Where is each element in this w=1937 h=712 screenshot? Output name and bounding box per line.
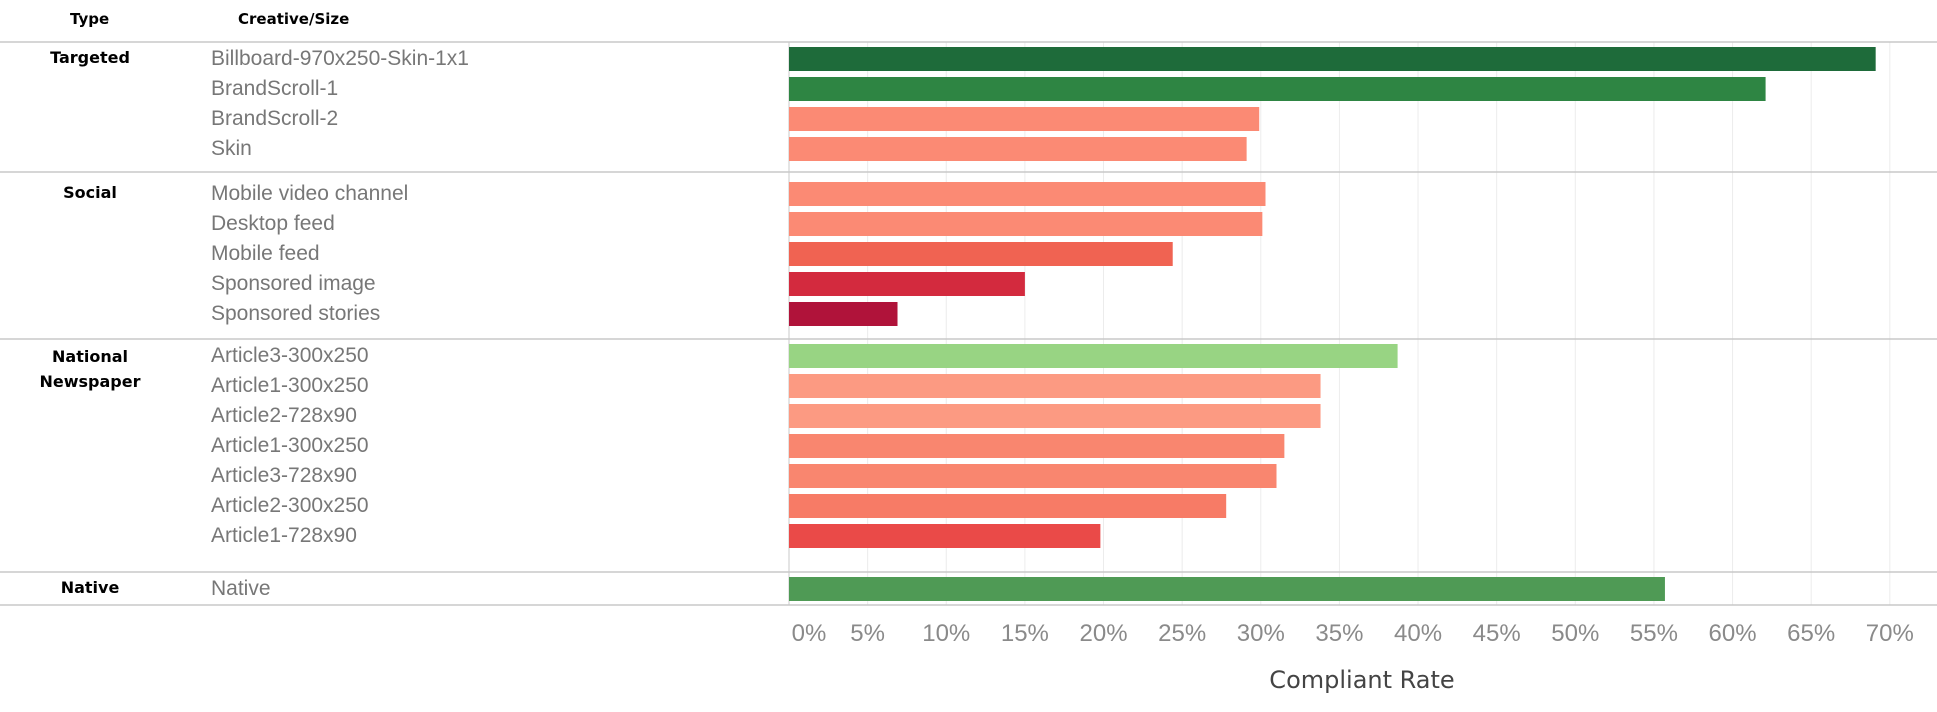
type-label: Targeted xyxy=(50,48,130,67)
bar xyxy=(789,107,1260,131)
bar xyxy=(789,434,1285,458)
x-tick-label: 20% xyxy=(1079,620,1128,647)
bar xyxy=(789,242,1173,266)
bar xyxy=(789,524,1101,548)
bar xyxy=(789,182,1266,206)
bar xyxy=(789,137,1247,161)
x-tick-label: 60% xyxy=(1708,620,1757,647)
x-tick-label: 35% xyxy=(1315,620,1364,647)
bar xyxy=(789,272,1025,296)
x-tick-label: 65% xyxy=(1787,620,1836,647)
type-label: National Newspaper xyxy=(39,347,141,391)
creative-label: Skin xyxy=(211,137,252,160)
creative-label: Article1-300x250 xyxy=(211,434,369,457)
x-tick-label: 45% xyxy=(1472,620,1521,647)
creative-label: Native xyxy=(211,577,271,600)
x-tick-label: 70% xyxy=(1865,620,1914,647)
creative-label: Article2-300x250 xyxy=(211,494,369,517)
type-label: Native xyxy=(60,578,120,597)
x-tick-label: 0% xyxy=(791,620,827,647)
type-column-header: Type xyxy=(70,10,110,28)
bar xyxy=(789,302,898,326)
bar xyxy=(789,47,1876,71)
bar xyxy=(789,212,1263,236)
creative-label: Sponsored image xyxy=(211,272,376,295)
bar xyxy=(789,404,1321,428)
creative-label: Desktop feed xyxy=(211,212,335,235)
creative-label: Billboard-970x250-Skin-1x1 xyxy=(211,47,469,70)
x-tick-label: 10% xyxy=(922,620,971,647)
x-tick-label: 5% xyxy=(850,620,885,647)
creative-size-column-header: Creative/Size xyxy=(238,10,350,28)
x-axis-label: Compliant Rate xyxy=(1269,666,1455,694)
creative-label: Article3-300x250 xyxy=(211,344,369,367)
creative-label: Article1-300x250 xyxy=(211,374,369,397)
creative-label: Mobile video channel xyxy=(211,182,409,205)
creative-label: Article3-728x90 xyxy=(211,464,357,487)
bar xyxy=(789,494,1227,518)
bar xyxy=(789,344,1398,368)
creative-label: BrandScroll-2 xyxy=(211,107,339,130)
bar xyxy=(789,464,1277,488)
creative-label: Article1-728x90 xyxy=(211,524,357,547)
creative-label: Sponsored stories xyxy=(211,302,381,325)
x-tick-label: 15% xyxy=(1000,620,1049,647)
x-tick-label: 25% xyxy=(1158,620,1207,647)
x-tick-label: 30% xyxy=(1236,620,1285,647)
creative-label: Mobile feed xyxy=(211,242,320,265)
x-tick-label: 55% xyxy=(1629,620,1678,647)
x-tick-label: 40% xyxy=(1394,620,1443,647)
creative-label: Article2-728x90 xyxy=(211,404,357,427)
bar xyxy=(789,374,1321,398)
type-label: Social xyxy=(63,183,117,202)
x-tick-label: 50% xyxy=(1551,620,1600,647)
creative-label: BrandScroll-1 xyxy=(211,77,339,100)
bar xyxy=(789,577,1665,601)
bar xyxy=(789,77,1766,101)
